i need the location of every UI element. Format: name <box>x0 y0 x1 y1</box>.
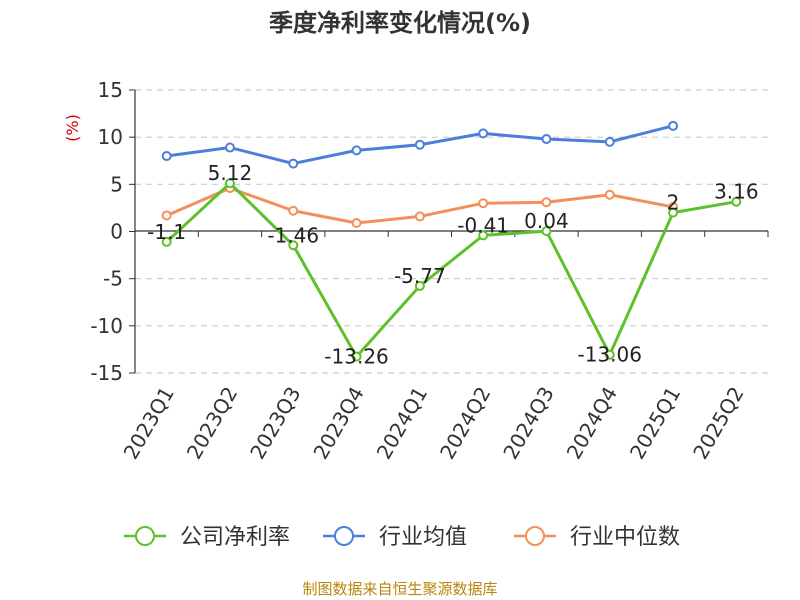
data-point <box>478 128 489 139</box>
series-line-0 <box>165 181 737 359</box>
data-point <box>161 236 172 247</box>
data-label: 0.04 <box>524 209 569 233</box>
data-point <box>351 218 362 229</box>
legend-label: 行业均值 <box>379 525 467 550</box>
data-label: -0.41 <box>457 213 509 237</box>
x-tick-label: 2023Q1 <box>119 383 179 464</box>
data-label: 3.16 <box>714 180 759 204</box>
data-point <box>478 198 489 209</box>
legend[interactable]: 公司净利率 行业均值 行业中位数 <box>124 525 680 550</box>
data-label: -13.06 <box>578 343 642 367</box>
y-tick-label: 10 <box>98 125 123 149</box>
x-tick-label: 2023Q3 <box>245 383 305 464</box>
data-point <box>161 210 172 221</box>
data-label: -1.46 <box>267 223 319 247</box>
data-label: -5.77 <box>394 264 446 288</box>
data-point <box>668 207 679 218</box>
data-point <box>161 151 172 162</box>
data-point <box>414 280 425 291</box>
y-tick-label: 5 <box>110 172 123 196</box>
legend-item[interactable]: 行业均值 <box>323 525 467 550</box>
data-point <box>541 197 552 208</box>
data-label: -13.26 <box>324 345 388 369</box>
y-tick-label: 0 <box>110 220 123 244</box>
x-tick-label: 2024Q3 <box>498 383 558 464</box>
data-point <box>224 178 235 189</box>
x-tick-label: 2024Q1 <box>372 383 432 464</box>
y-tick-label: -5 <box>103 267 123 291</box>
legend-swatch-marker <box>135 526 155 546</box>
legend-swatch-marker <box>525 526 545 546</box>
y-tick-label: -10 <box>90 314 123 338</box>
x-tick-label: 2024Q2 <box>435 383 495 464</box>
legend-label: 行业中位数 <box>570 525 680 550</box>
chart-title: 季度净利率变化情况(%) <box>269 9 531 37</box>
data-point <box>351 351 362 362</box>
data-point <box>541 134 552 145</box>
y-axis-unit: (%) <box>63 114 82 142</box>
data-point <box>288 240 299 251</box>
y-tick-label: -15 <box>90 361 123 385</box>
data-label: -1.1 <box>147 220 186 244</box>
data-point <box>351 145 362 156</box>
data-point <box>604 136 615 147</box>
data-point <box>604 349 615 360</box>
legend-item[interactable]: 公司净利率 <box>124 525 290 550</box>
x-tick-label: 2023Q4 <box>308 383 368 464</box>
x-tick-label: 2025Q1 <box>625 383 685 464</box>
data-point <box>731 196 742 207</box>
data-point <box>604 189 615 200</box>
legend-item[interactable]: 行业中位数 <box>514 525 680 550</box>
data-point <box>541 226 552 237</box>
data-point <box>288 205 299 216</box>
legend-swatch-marker <box>334 526 354 546</box>
x-tick-label: 2023Q2 <box>182 383 242 464</box>
x-tick-label: 2024Q4 <box>562 383 622 464</box>
data-point <box>414 139 425 150</box>
source-note: 制图数据来自恒生聚源数据库 <box>302 580 497 598</box>
data-point <box>224 142 235 153</box>
data-point <box>414 211 425 222</box>
y-axis-ticks: 15 10 5 0 -5 -10 -15 <box>90 78 136 385</box>
legend-label: 公司净利率 <box>180 525 290 550</box>
data-point <box>478 230 489 241</box>
x-tick-label: 2025Q2 <box>688 383 748 464</box>
series-lines <box>161 120 742 362</box>
y-tick-label: 15 <box>98 78 123 102</box>
data-label: 2 <box>667 191 680 215</box>
data-labels: -1.1 5.12 -1.46 -13.26 -5.77 -0.41 0.04 -13.06 2… <box>147 161 758 368</box>
data-point <box>668 120 679 131</box>
data-point <box>288 158 299 169</box>
data-label: 5.12 <box>208 161 253 185</box>
